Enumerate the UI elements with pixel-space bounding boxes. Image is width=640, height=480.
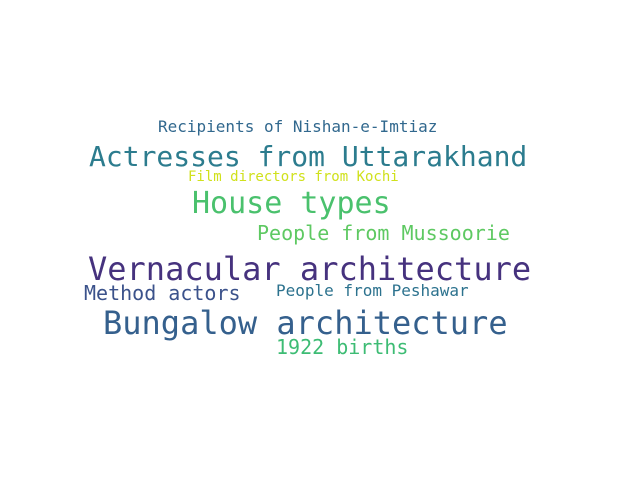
word-actresses-from-uttarakhand: Actresses from Uttarakhand xyxy=(89,140,528,173)
word-1922-births: 1922 births xyxy=(276,335,409,359)
word-vernacular-architecture: Vernacular architecture xyxy=(88,250,532,288)
word-people-from-mussoorie: People from Mussoorie xyxy=(257,221,510,245)
word-people-from-peshawar: People from Peshawar xyxy=(276,281,469,300)
word-bungalow-architecture: Bungalow architecture xyxy=(103,304,508,342)
word-recipients-of-nishan-e-imtiaz: Recipients of Nishan-e-Imtiaz xyxy=(158,117,438,136)
word-film-directors-from-kochi: Film directors from Kochi xyxy=(188,169,399,185)
word-method-actors: Method actors xyxy=(84,281,241,305)
word-house-types: House types xyxy=(192,186,391,221)
